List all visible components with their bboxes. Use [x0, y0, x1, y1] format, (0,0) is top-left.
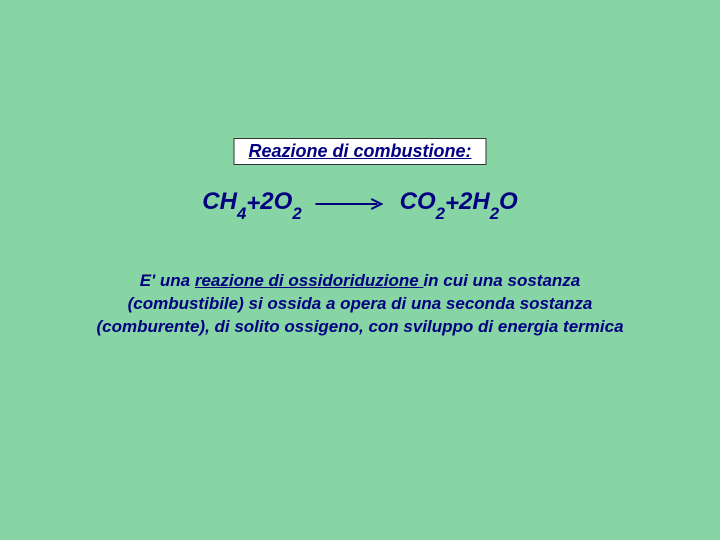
reactant-2: 2O2 — [260, 188, 301, 220]
product-2: 2H2O — [459, 188, 518, 220]
product-1-sub: 2 — [436, 204, 445, 223]
chemical-equation: CH4 + 2O2 CO2 + 2H2O — [202, 188, 517, 220]
product-1-base: CO — [400, 188, 436, 215]
reactant-2-sub: 2 — [292, 204, 301, 223]
desc-underlined: reazione di ossidoriduzione — [195, 271, 424, 290]
product-1: CO2 — [400, 188, 445, 220]
reactant-1-base: CH — [202, 188, 237, 215]
plus-1: + — [246, 190, 260, 218]
reactant-1: CH4 — [202, 188, 246, 220]
product-2-sub: 2 — [490, 204, 499, 223]
desc-part-1: E' una — [140, 271, 195, 290]
product-2-tail: O — [499, 188, 518, 215]
description-text: E' una reazione di ossidoriduzione in cu… — [88, 270, 632, 339]
plus-2: + — [445, 190, 459, 218]
reactant-1-sub: 4 — [237, 204, 246, 223]
reaction-arrow-icon — [316, 197, 386, 211]
title-box: Reazione di combustione: — [233, 138, 486, 165]
reactant-2-base: 2O — [260, 188, 292, 215]
product-2-base: 2H — [459, 188, 490, 215]
